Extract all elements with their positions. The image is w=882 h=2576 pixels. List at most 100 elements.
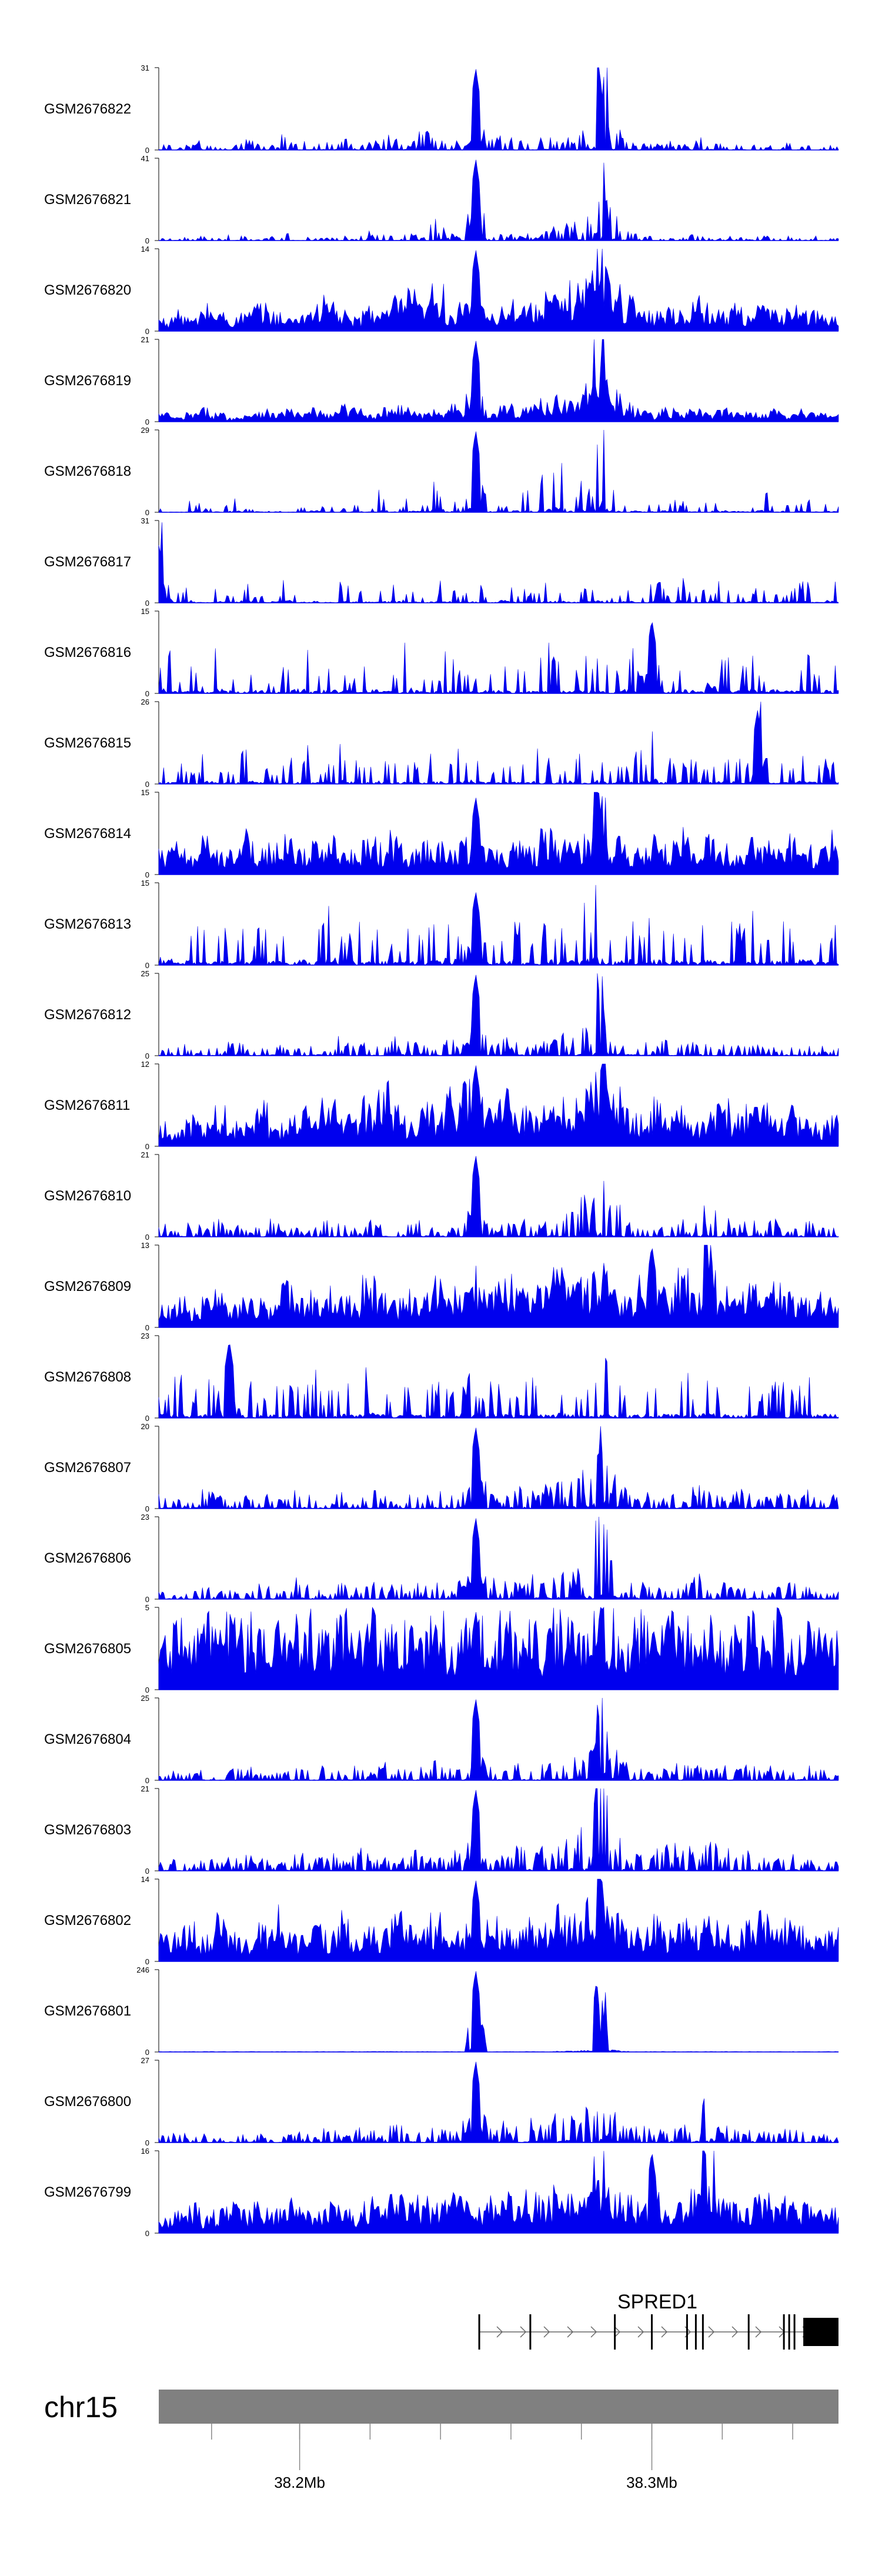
gene-exon xyxy=(701,2314,704,2350)
track-GSM2676802: GSM2676802 14 0 xyxy=(44,1875,839,1966)
signal-area xyxy=(158,1516,839,1600)
y-max-tick-label: 25 xyxy=(141,969,149,978)
gene-exon xyxy=(478,2314,480,2350)
track-label: GSM2676801 xyxy=(44,2003,131,2019)
y-min-tick-label: 0 xyxy=(145,236,149,245)
strand-arrow xyxy=(661,2326,668,2338)
signal-area xyxy=(158,2150,839,2234)
signal-area xyxy=(158,1607,839,1690)
track-label: GSM2676812 xyxy=(44,1007,131,1023)
signal-area xyxy=(158,1788,839,1871)
strand-arrow xyxy=(543,2326,550,2338)
track-label: GSM2676820 xyxy=(44,282,131,298)
strand-arrow xyxy=(637,2326,644,2338)
signal-tracks: GSM2676822310GSM2676821410GSM2676820140G… xyxy=(44,64,839,2238)
signal-area xyxy=(158,1697,839,1781)
y-max-tick-label: 21 xyxy=(141,1784,149,1793)
signal-area xyxy=(158,1244,839,1328)
signal-area xyxy=(158,1971,839,2053)
track-GSM2676812: GSM2676812 25 0 xyxy=(44,969,839,1060)
y-min-tick-label: 0 xyxy=(145,508,149,517)
y-max-tick-label: 5 xyxy=(145,1603,149,1612)
signal-area xyxy=(158,1156,839,1238)
signal-area xyxy=(158,885,839,966)
signal-area xyxy=(158,67,839,151)
track-label: GSM2676818 xyxy=(44,463,131,479)
y-min-tick-label: 0 xyxy=(145,1233,149,1242)
signal-area xyxy=(158,701,839,785)
y-max-tick-label: 27 xyxy=(141,2056,149,2065)
y-min-tick-label: 0 xyxy=(145,1142,149,1151)
signal-area xyxy=(158,1063,839,1147)
track-label: GSM2676803 xyxy=(44,1822,131,1838)
track-label: GSM2676806 xyxy=(44,1550,131,1566)
y-min-tick-label: 0 xyxy=(145,1776,149,1785)
y-max-tick-label: 26 xyxy=(141,698,149,706)
track-label: GSM2676802 xyxy=(44,1913,131,1928)
track-GSM2676817: GSM2676817 31 0 xyxy=(44,516,839,608)
signal-area xyxy=(158,339,839,422)
axis-tick-label: 38.3Mb xyxy=(626,2474,677,2491)
track-GSM2676821: GSM2676821 41 0 xyxy=(44,154,839,245)
track-label: GSM2676804 xyxy=(44,1731,131,1747)
gene-name-label: SPRED1 xyxy=(617,2291,697,2313)
track-label: GSM2676799 xyxy=(44,2184,131,2200)
track-GSM2676819: GSM2676819 21 0 xyxy=(44,335,839,426)
track-label: GSM2676800 xyxy=(44,2094,131,2110)
y-min-tick-label: 0 xyxy=(145,780,149,789)
track-label: GSM2676819 xyxy=(44,373,131,389)
track-GSM2676799: GSM2676799 16 0 xyxy=(44,2147,839,2238)
track-label: GSM2676815 xyxy=(44,735,131,751)
track-GSM2676813: GSM2676813 15 0 xyxy=(44,879,839,970)
signal-area xyxy=(158,622,839,694)
y-max-tick-label: 15 xyxy=(141,879,149,887)
track-GSM2676800: GSM2676800 27 0 xyxy=(44,2056,839,2147)
gene-exon xyxy=(793,2314,796,2350)
y-max-tick-label: 31 xyxy=(141,516,149,525)
track-label: GSM2676816 xyxy=(44,645,131,660)
gene-exon xyxy=(783,2314,785,2350)
track-GSM2676815: GSM2676815 26 0 xyxy=(44,698,839,789)
track-GSM2676806: GSM2676806 23 0 xyxy=(44,1513,839,1604)
gene-exon xyxy=(788,2314,790,2350)
signal-area xyxy=(158,248,839,332)
signal-area xyxy=(158,429,839,513)
y-max-tick-label: 14 xyxy=(141,1875,149,1884)
signal-area xyxy=(158,1344,839,1419)
y-min-tick-label: 0 xyxy=(145,1414,149,1423)
y-max-tick-label: 16 xyxy=(141,2147,149,2155)
strand-arrow xyxy=(755,2326,762,2338)
track-GSM2676816: GSM2676816 15 0 xyxy=(44,607,839,698)
y-min-tick-label: 0 xyxy=(145,961,149,970)
gene-exon xyxy=(694,2314,697,2350)
y-max-tick-label: 23 xyxy=(141,1332,149,1340)
track-GSM2676822: GSM2676822 31 0 xyxy=(44,64,839,155)
y-max-tick-label: 246 xyxy=(136,1966,149,1974)
track-GSM2676805: GSM2676805 5 0 xyxy=(44,1603,839,1694)
gene-last-exon xyxy=(803,2318,838,2346)
track-GSM2676807: GSM2676807 20 0 xyxy=(44,1422,839,1513)
y-min-tick-label: 0 xyxy=(145,2138,149,2147)
y-max-tick-label: 15 xyxy=(141,607,149,616)
strand-arrow xyxy=(708,2326,715,2338)
track-GSM2676801: GSM2676801 246 0 xyxy=(44,1966,839,2057)
axis-tick-label: 38.2Mb xyxy=(274,2474,325,2491)
track-GSM2676803: GSM2676803 21 0 xyxy=(44,1784,839,1876)
signal-area xyxy=(158,792,839,875)
track-GSM2676818: GSM2676818 29 0 xyxy=(44,426,839,517)
gene-exon xyxy=(686,2314,688,2350)
strand-arrow xyxy=(590,2326,597,2338)
track-label: GSM2676810 xyxy=(44,1188,131,1204)
y-min-tick-label: 0 xyxy=(145,1323,149,1332)
y-min-tick-label: 0 xyxy=(145,689,149,698)
signal-area xyxy=(158,2061,839,2143)
y-min-tick-label: 0 xyxy=(145,1957,149,1966)
y-max-tick-label: 41 xyxy=(141,154,149,163)
chromosome-ideogram: chr15 xyxy=(44,2390,838,2424)
strand-arrow xyxy=(567,2326,574,2338)
gene-exon xyxy=(747,2314,750,2350)
track-label: GSM2676807 xyxy=(44,1460,131,1476)
gene-exon xyxy=(651,2314,653,2350)
y-min-tick-label: 0 xyxy=(145,599,149,608)
y-min-tick-label: 0 xyxy=(145,327,149,336)
